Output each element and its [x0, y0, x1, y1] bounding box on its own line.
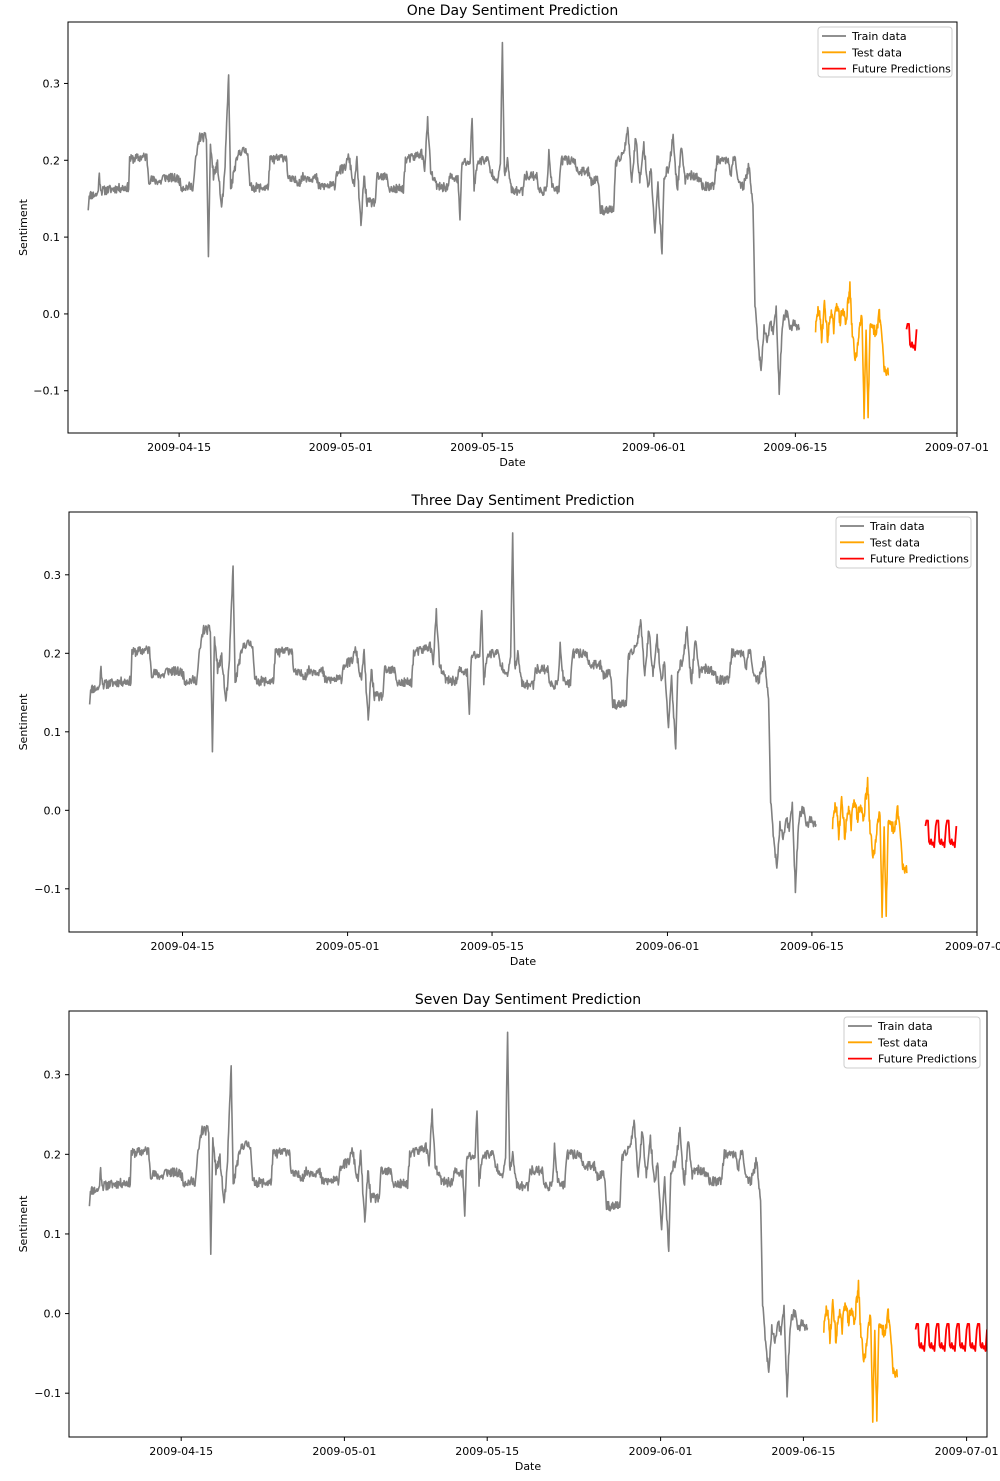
future-predictions-line [924, 819, 958, 849]
x-tick-label: 2009-05-01 [316, 940, 380, 953]
legend-label-test: Test data [851, 46, 902, 59]
x-axis-label: Date [499, 456, 526, 469]
y-axis-label: Sentiment [17, 198, 30, 256]
x-axis-label: Date [510, 955, 537, 968]
y-tick-label: 0.1 [43, 231, 61, 244]
three-day-chart-panel: Three Day Sentiment Prediction 2009-04-15… [0, 490, 1000, 980]
axes-frame [68, 1010, 988, 1438]
x-tick-label: 2009-06-15 [780, 940, 844, 953]
y-tick-label: 0.0 [44, 1308, 62, 1321]
plot-area [88, 532, 958, 919]
legend-label-train: Train data [851, 30, 907, 43]
one-day-chart-panel: One Day Sentiment Prediction 2009-04-15 20… [0, 0, 1000, 480]
x-tick-label: 2009-05-01 [312, 1445, 376, 1458]
one-day-chart: One Day Sentiment Prediction 2009-04-15 20… [17, 3, 989, 469]
x-tick-label: 2009-06-15 [771, 1445, 835, 1458]
future-predictions-line [914, 1323, 987, 1352]
train-data-line [88, 532, 817, 894]
x-tick-label: 2009-05-15 [450, 441, 514, 454]
test-data-line [814, 281, 890, 420]
legend-box [817, 26, 953, 78]
legend: Train data Test data Future Predictions [835, 516, 972, 569]
train-data-line [88, 1031, 809, 1398]
chart-title: Three Day Sentiment Prediction [410, 493, 634, 509]
x-tick-label: 2009-05-01 [309, 441, 373, 454]
y-tick-label: 0.2 [44, 647, 62, 660]
chart-title: One Day Sentiment Prediction [407, 3, 618, 19]
y-tick-label: 0.3 [44, 569, 62, 582]
legend-label-train: Train data [869, 520, 925, 533]
x-tick-label: 2009-06-01 [635, 940, 699, 953]
y-tick-label: 0.3 [43, 77, 61, 90]
x-tick-label: 2009-07-01 [925, 441, 989, 454]
y-tick-label: 0.3 [44, 1069, 62, 1082]
test-data-line [831, 776, 908, 919]
x-tick-label: 2009-06-01 [629, 1445, 693, 1458]
y-tick-label: 0.0 [44, 804, 62, 817]
y-tick-label: 0.1 [44, 726, 62, 739]
seven-day-chart: Seven Day Sentiment Prediction 2009-04-15… [17, 992, 999, 1473]
x-tick-label: 2009-04-15 [147, 441, 211, 454]
chart-title: Seven Day Sentiment Prediction [415, 992, 641, 1008]
legend-box [835, 516, 972, 569]
y-tick-label: 0.2 [43, 154, 61, 167]
y-tick-label: 0.0 [43, 308, 61, 321]
y-tick-label: −0.1 [34, 883, 61, 896]
future-predictions-line [905, 323, 918, 351]
x-tick-label: 2009-05-15 [460, 940, 524, 953]
three-day-chart: Three Day Sentiment Prediction 2009-04-15… [17, 493, 1000, 968]
y-tick-label: −0.1 [33, 385, 60, 398]
legend-label-train: Train data [877, 1020, 933, 1033]
x-tick-label: 2009-05-15 [455, 1445, 519, 1458]
plot-area [88, 1031, 987, 1423]
legend: Train data Test data Future Predictions [817, 26, 953, 78]
legend-label-future: Future Predictions [870, 553, 969, 566]
axes-frame [67, 21, 958, 434]
x-tick-label: 2009-06-15 [763, 441, 827, 454]
test-data-line [823, 1279, 899, 1423]
x-tick-label: 2009-07-01 [935, 1445, 999, 1458]
legend-label-future: Future Predictions [878, 1053, 977, 1066]
legend-label-test: Test data [877, 1036, 928, 1049]
legend: Train data Test data Future Predictions [843, 1016, 981, 1069]
y-axis-label: Sentiment [17, 693, 30, 751]
x-axis-label: Date [515, 1460, 542, 1473]
seven-day-chart-panel: Seven Day Sentiment Prediction 2009-04-15… [0, 988, 1000, 1481]
legend-box [843, 1016, 981, 1069]
x-tick-label: 2009-04-15 [149, 1445, 213, 1458]
legend-label-future: Future Predictions [852, 63, 951, 76]
y-tick-label: 0.1 [44, 1228, 62, 1241]
legend-label-test: Test data [869, 536, 920, 549]
x-tick-label: 2009-07-01 [945, 940, 1000, 953]
axes-frame [68, 511, 978, 933]
x-tick-label: 2009-04-15 [151, 940, 215, 953]
train-data-line [87, 41, 801, 396]
y-tick-label: 0.2 [44, 1148, 62, 1161]
y-axis-label: Sentiment [17, 1195, 30, 1253]
plot-area [87, 41, 918, 420]
y-tick-label: −0.1 [34, 1387, 61, 1400]
x-tick-label: 2009-06-01 [622, 441, 686, 454]
